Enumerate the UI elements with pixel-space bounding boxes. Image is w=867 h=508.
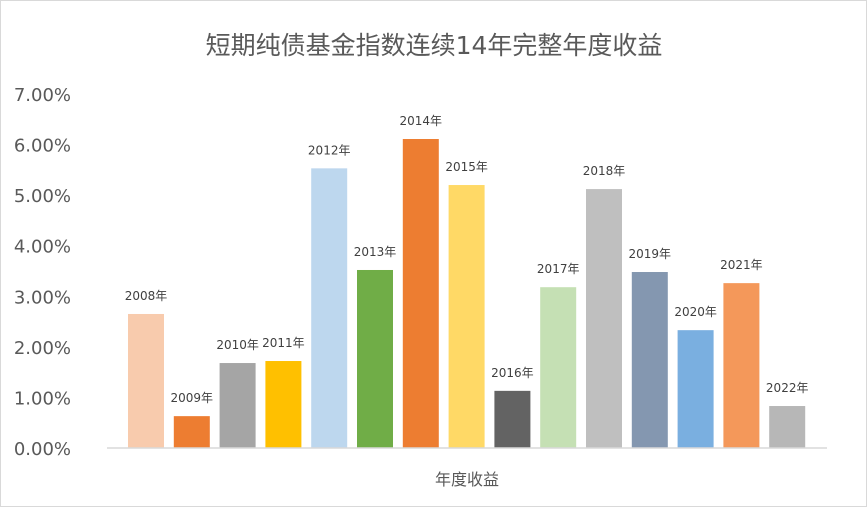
data-label: 2019年	[629, 247, 672, 261]
data-label: 2013年	[354, 245, 397, 259]
chart-title: 短期纯债基金指数连续14年完整年度收益	[206, 31, 663, 60]
y-tick-label: 3.00%	[14, 287, 71, 308]
data-label: 2020年	[674, 305, 717, 319]
bar-2016	[494, 390, 531, 448]
data-label: 2010年	[216, 338, 259, 352]
bar-2017	[540, 287, 577, 448]
data-label: 2015年	[445, 160, 488, 174]
y-tick-label: 2.00%	[14, 338, 71, 359]
bar-2009	[173, 416, 210, 448]
bar-2021	[723, 283, 760, 448]
data-label: 2008年	[125, 289, 168, 303]
data-label: 2011年	[262, 336, 305, 350]
bar-2018	[586, 189, 622, 448]
data-label: 2021年	[720, 258, 763, 272]
data-label: 2009年	[171, 391, 214, 405]
bar-2022	[769, 406, 806, 448]
y-tick-label: 7.00%	[14, 85, 71, 106]
data-label: 2017年	[537, 262, 580, 276]
bar-2019	[631, 272, 668, 448]
y-tick-label: 0.00%	[14, 439, 71, 460]
x-axis-title: 年度收益	[435, 470, 499, 489]
bar-2014	[402, 139, 439, 448]
bar-2013	[357, 269, 393, 448]
data-label: 2018年	[583, 164, 626, 178]
bar-2020	[677, 330, 714, 448]
y-tick-label: 1.00%	[14, 388, 71, 409]
bar-2015	[448, 185, 485, 448]
data-label: 2016年	[491, 366, 534, 380]
bar-2011	[265, 361, 302, 448]
y-tick-label: 4.00%	[14, 237, 71, 258]
bar-2010	[219, 363, 256, 448]
y-tick-label: 5.00%	[14, 186, 71, 207]
bar-2012	[311, 168, 348, 448]
y-tick-label: 6.00%	[14, 136, 71, 157]
data-label: 2014年	[400, 114, 443, 128]
data-label: 2022年	[766, 381, 809, 395]
bar-2008	[128, 313, 164, 448]
bars: 2008年 2009年 2010年 2011年 2012年 2013年 2014年 2015年…	[125, 114, 809, 448]
data-label: 2012年	[308, 143, 351, 157]
y-axis: 0.00% 1.00% 2.00% 3.00% 4.00% 5.00% 6.00% 7.00%	[14, 85, 71, 460]
